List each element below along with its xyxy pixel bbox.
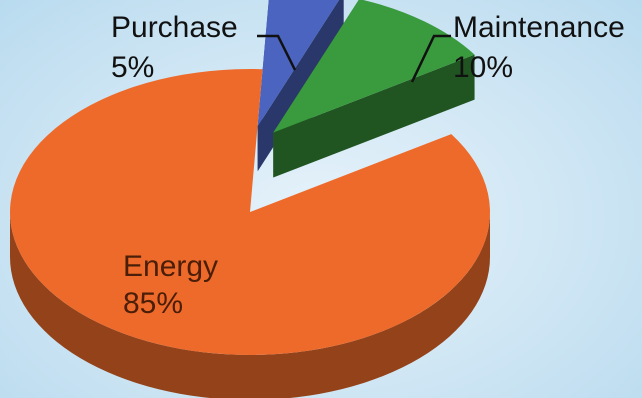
pie-slices [10, 0, 490, 398]
maintenance-slice-cut-face-end [273, 54, 475, 178]
maintenance-label: Maintenance [453, 11, 625, 44]
maintenance-slice-top [273, 0, 475, 133]
maintenance-leader-line [410, 34, 451, 83]
energy-slice [10, 69, 490, 398]
purchase-value-label: 5% [111, 51, 154, 84]
energy-value-label: 85% [123, 287, 183, 320]
energy-label: Energy [123, 250, 218, 283]
energy-callout: Energy 85% [123, 250, 218, 320]
purchase-callout: Purchase 5% [111, 11, 297, 84]
maintenance-slice [273, 0, 475, 178]
purchase-label: Purchase [111, 11, 238, 44]
purchase-leader-line [257, 34, 297, 71]
maintenance-value-label: 10% [453, 51, 513, 84]
energy-slice-side [10, 212, 490, 398]
purchase-slice-top [257, 0, 340, 127]
energy-slice-top [10, 69, 490, 356]
maintenance-callout: Maintenance 10% [410, 11, 625, 84]
